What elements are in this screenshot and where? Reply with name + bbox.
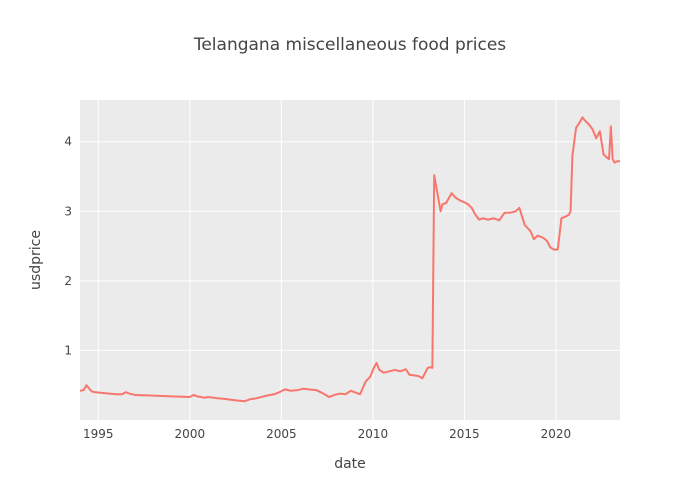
- x-axis-label: date: [334, 456, 366, 472]
- x-tick-label: 2015: [449, 427, 480, 441]
- y-axis-label: usdprice: [28, 230, 44, 290]
- y-tick-label: 1: [64, 343, 72, 357]
- plot-area-background: [80, 100, 620, 420]
- series-line-usdprice: [79, 116, 620, 403]
- y-tick-label: 4: [64, 135, 72, 149]
- x-tick-label: 1995: [83, 427, 114, 441]
- y-axis-ticks: 1 2 3 4: [64, 135, 72, 358]
- x-tick-label: 2005: [266, 427, 297, 441]
- y-tick-label: 3: [64, 204, 72, 218]
- x-tick-label: 2020: [541, 427, 572, 441]
- x-tick-label: 2010: [358, 427, 389, 441]
- chart-title: Telangana miscellaneous food prices: [193, 35, 506, 55]
- x-axis-ticks: 1995 2000 2005 2010 2015 2020: [83, 427, 571, 441]
- x-tick-label: 2000: [175, 427, 206, 441]
- y-tick-label: 2: [64, 274, 72, 288]
- grid-lines: [80, 100, 620, 420]
